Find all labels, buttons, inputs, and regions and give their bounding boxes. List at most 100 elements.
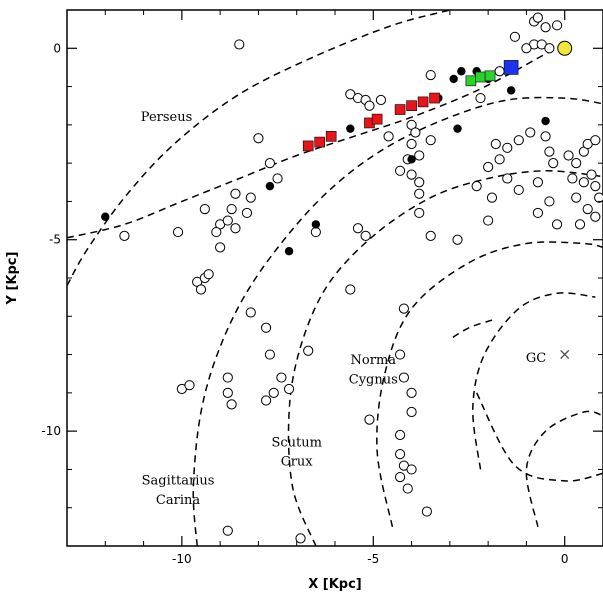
open-circle-point (394, 449, 406, 460)
open-circle-point (551, 219, 563, 230)
open-circle-point (245, 192, 256, 203)
spiral-arm-curve-8 (449, 319, 493, 340)
spiral-arm-curve-6 (525, 410, 603, 528)
open-circle-point (574, 219, 586, 230)
spiral-arm-curve-4 (376, 241, 603, 528)
filled-circle-point (541, 116, 550, 126)
open-circle-point (502, 142, 513, 153)
y-tick-label: 0 (53, 41, 61, 55)
open-circle-point (544, 196, 555, 207)
square-marker-point (394, 104, 406, 115)
open-circle-point (375, 94, 387, 106)
open-circle-point (414, 188, 425, 199)
open-circle-point (452, 234, 463, 245)
open-circle-point (594, 192, 603, 203)
spiral-arm-curve-1 (67, 45, 565, 239)
open-circle-point (260, 322, 272, 333)
open-circle-point (360, 230, 371, 241)
open-circle-point (544, 43, 555, 54)
open-circle-point (406, 387, 417, 398)
open-circle-point (590, 181, 601, 192)
open-circle-point (582, 203, 593, 215)
open-circle-point (283, 383, 295, 395)
spiral-arm-curve-0 (67, 10, 451, 287)
x-tick-label: 0 (561, 552, 569, 566)
open-circle-point (310, 226, 321, 238)
open-circle-point (303, 345, 314, 356)
open-circle-point (425, 69, 436, 81)
open-circle-point (203, 269, 214, 280)
open-circle-point (483, 161, 494, 173)
open-circle-point (540, 131, 551, 142)
open-circle-point (394, 471, 406, 483)
arm-annotation-label: Cygnus (349, 372, 398, 387)
open-circle-point (383, 131, 394, 142)
open-circle-point (532, 177, 544, 188)
open-circle-point (521, 43, 532, 54)
open-circle-point (494, 154, 505, 165)
open-circle-point (486, 192, 498, 203)
open-circle-point (211, 226, 222, 238)
open-circle-point (532, 12, 544, 23)
open-circle-point (352, 223, 364, 234)
open-circle-point (475, 92, 486, 104)
open-circle-point (394, 429, 406, 441)
filled-circle-point (101, 212, 110, 221)
open-circle-point (540, 22, 551, 33)
x-tick-label: -10 (172, 552, 192, 566)
open-circle-point (345, 284, 356, 295)
annotation-layer: Perseus Norma Cygnus Scutum Crux Sagittarius C… (141, 110, 572, 508)
open-circle-point (563, 150, 574, 161)
open-circle-point (272, 173, 283, 184)
open-circle-point (222, 387, 233, 398)
open-circle-point (222, 215, 233, 226)
open-circle-point (513, 184, 524, 196)
open-circle-point (253, 133, 264, 144)
open-circle-point (425, 135, 436, 146)
square-marker-point (417, 96, 429, 108)
spiral-arm-curve-7 (476, 392, 603, 482)
square-marker-point (503, 60, 519, 75)
open-circle-point (551, 20, 563, 31)
open-circle-point (410, 127, 421, 138)
y-tick-label: -5 (49, 233, 61, 247)
square-marker-point (406, 100, 417, 112)
open-circle-point (571, 192, 582, 203)
open-circle-point (590, 211, 601, 222)
open-circle-point (276, 372, 287, 383)
arm-annotation-label: Carina (156, 493, 200, 508)
open-circle-point (184, 380, 195, 391)
open-circle-point (295, 533, 306, 544)
square-marker-point (302, 140, 314, 152)
open-circle-point (406, 464, 417, 475)
open-circle-point (502, 173, 513, 184)
open-circle-point (483, 215, 494, 226)
open-circle-point (548, 158, 559, 169)
open-circle-point (402, 483, 413, 494)
open-circle-point (414, 150, 425, 161)
open-circle-point (199, 203, 210, 215)
open-circle-point (406, 138, 417, 150)
sun-marker (557, 40, 573, 56)
open-circle-point (544, 146, 555, 157)
open-circle-point (590, 135, 601, 146)
open-circle-point (471, 181, 482, 192)
open-circle-point (414, 207, 425, 219)
open-circle-point (509, 31, 521, 42)
square-marker-point (484, 70, 496, 82)
x-tick-label: -5 (367, 552, 379, 566)
arm-annotation-label: Norma (351, 353, 397, 368)
open-circle-point (172, 226, 184, 238)
arm-annotation-label: Sagittarius (142, 474, 215, 489)
square-marker-point (325, 131, 337, 142)
open-circle-point (364, 414, 375, 425)
open-circle-point (119, 230, 130, 241)
plot-frame (66, 9, 603, 547)
spiral-arm-curve-2 (192, 96, 603, 546)
square-marker-point (429, 92, 440, 104)
open-circle-point (406, 406, 417, 418)
axis-ticks-layer: -10 -5 0 0 -5 -10 (41, 9, 603, 566)
arm-annotation-label: Perseus (141, 110, 192, 125)
open-circle-point (394, 165, 406, 176)
